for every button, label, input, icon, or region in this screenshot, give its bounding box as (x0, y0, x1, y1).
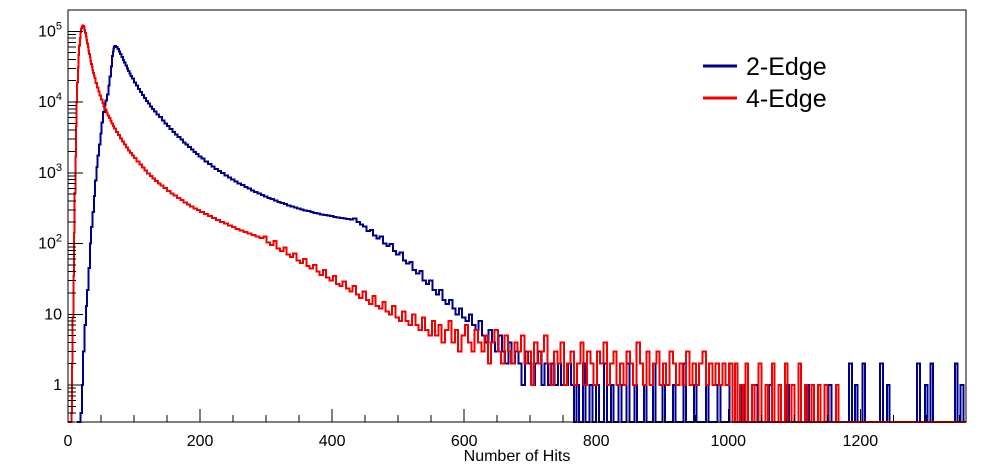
y-tick-label: 10 (44, 306, 62, 323)
x-tick-label: 400 (319, 433, 346, 450)
y-tick-label: 104 (38, 91, 62, 111)
x-tick-label: 200 (187, 433, 214, 450)
y-tick-label: 105 (38, 20, 62, 40)
frame-border (67, 9, 967, 423)
y-axis: 1 10 102 103 104 105 (38, 9, 83, 423)
plot-frame (67, 9, 967, 423)
x-tick-label: 0 (64, 433, 73, 450)
x-tick-label: 1200 (843, 433, 879, 450)
legend-label-4-edge: 4-Edge (746, 85, 827, 113)
y-tick-label: 1 (53, 377, 62, 394)
x-axis-title: Number of Hits (464, 448, 571, 465)
y-tick-label: 102 (38, 233, 62, 253)
x-tick-label: 1000 (710, 433, 746, 450)
series-2-edge (77, 45, 965, 423)
series-curves (68, 24, 966, 423)
x-axis: 0 200 400 600 800 1000 1200 (64, 409, 960, 450)
legend-item-2-edge: 2-Edge (703, 53, 827, 81)
series-4-edge (68, 24, 966, 423)
legend-item-4-edge: 4-Edge (703, 85, 827, 113)
legend: 2-Edge 4-Edge (703, 53, 827, 113)
x-tick-label: 800 (583, 433, 610, 450)
legend-label-2-edge: 2-Edge (746, 53, 827, 81)
y-tick-label: 103 (38, 162, 62, 182)
x-tick-label: 600 (451, 433, 478, 450)
